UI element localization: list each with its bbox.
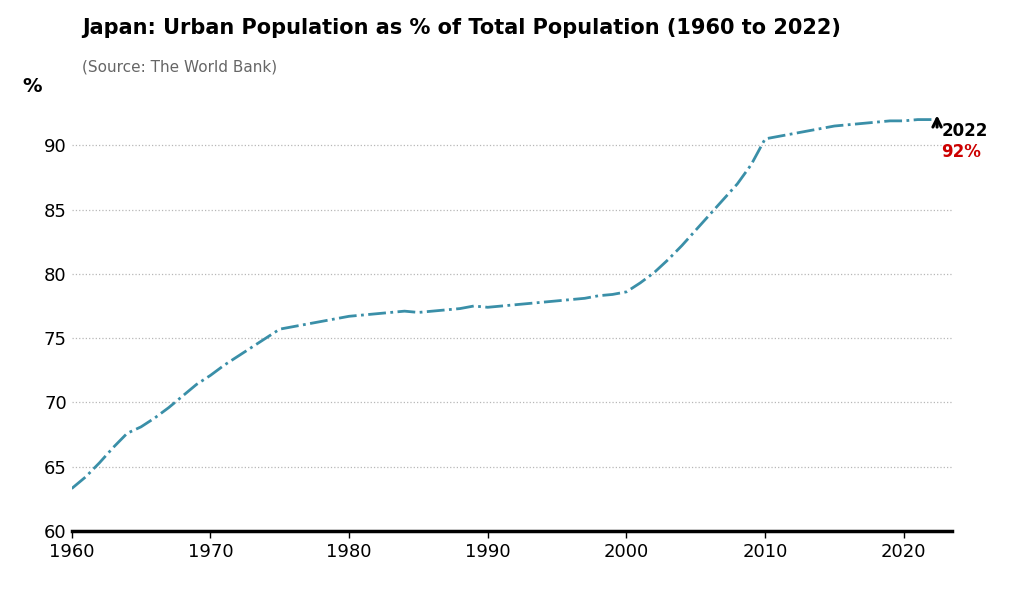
Text: (Source: The World Bank): (Source: The World Bank)	[82, 59, 278, 74]
Text: 2022: 2022	[941, 122, 987, 140]
Y-axis label: %: %	[23, 77, 42, 96]
Text: 92%: 92%	[941, 143, 981, 160]
Text: Japan: Urban Population as % of Total Population (1960 to 2022): Japan: Urban Population as % of Total Po…	[82, 18, 841, 38]
